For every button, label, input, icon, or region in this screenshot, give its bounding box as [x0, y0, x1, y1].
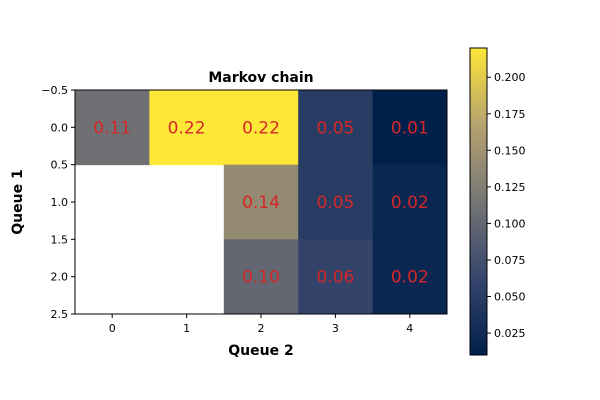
colorbar-gradient: [469, 47, 488, 356]
heatmap-cells: 0.11 0.22 0.22 0.05 0.01 0.14 0.05 0.02 0.10 0.06…: [75, 90, 448, 315]
heatmap-cell-r0-c2: [223, 90, 299, 166]
heatmap-cell-r0-c4: [372, 90, 448, 166]
heatmap-cell-r2-c2: [223, 239, 299, 315]
x-tick-label: 3: [332, 322, 339, 335]
heatmap-cell-r1-c4: [372, 164, 448, 240]
heatmap-cell-r1-c3: [298, 164, 374, 240]
y-tick-label: 1.0: [51, 196, 69, 209]
cell-label-r0-c0: 0.11: [93, 118, 131, 138]
cell-label-r0-c2: 0.22: [242, 118, 280, 138]
y-tick-label: 2.5: [51, 308, 69, 321]
chart-title: Markov chain: [208, 70, 313, 86]
cell-label-r0-c3: 0.05: [316, 118, 354, 138]
heatmap-cell-r2-c3: [298, 239, 374, 315]
heatmap-cell-r0-c3: [298, 90, 374, 166]
cell-label-r0-c4: 0.01: [391, 118, 429, 138]
y-tick-label: 0.0: [51, 121, 69, 134]
y-tick-label: −0.5: [41, 84, 68, 97]
x-tick-label: 4: [406, 322, 413, 335]
colorbar-tick-label: 0.025: [494, 327, 526, 340]
x-tick-label: 2: [258, 322, 265, 335]
x-axis-label: Queue 2: [228, 343, 293, 359]
cell-label-r1-c2: 0.14: [242, 193, 280, 213]
y-axis-label: Queue 1: [10, 169, 26, 234]
x-tick-label: 1: [183, 322, 190, 335]
y-tick-label: 0.5: [51, 159, 69, 172]
colorbar-tick-label: 0.100: [494, 217, 526, 230]
y-tick-label: 2.0: [51, 271, 69, 284]
colorbar-tick-label: 0.125: [494, 181, 526, 194]
cell-label-r2-c3: 0.06: [316, 268, 354, 288]
heatmap-cell-r2-c4: [372, 239, 448, 315]
heatmap-cell-r0-c1: [149, 90, 225, 166]
axes: 0 1 2 3 4 −0.5 0.0 0.5 1.0 1.5 2.0 2.5: [41, 84, 448, 335]
colorbar-tick-label: 0.050: [494, 291, 526, 304]
heatmap-cell-r0-c0: [75, 90, 150, 166]
cell-label-r1-c4: 0.02: [391, 193, 429, 213]
cell-label-r2-c4: 0.02: [391, 268, 429, 288]
cell-label-r0-c1: 0.22: [168, 118, 206, 138]
colorbar: 0.025 0.050 0.075 0.100 0.125 0.150 0.175 0.200: [469, 47, 526, 356]
heatmap-cell-r1-c2: [223, 164, 299, 240]
x-tick-label: 0: [109, 322, 116, 335]
cell-label-r2-c2: 0.10: [242, 268, 280, 288]
colorbar-tick-label: 0.150: [494, 144, 526, 157]
colorbar-tick-label: 0.200: [494, 71, 526, 84]
colorbar-tick-label: 0.075: [494, 254, 526, 267]
colorbar-tick-label: 0.175: [494, 108, 526, 121]
cell-label-r1-c3: 0.05: [316, 193, 354, 213]
y-tick-label: 1.5: [51, 233, 69, 246]
